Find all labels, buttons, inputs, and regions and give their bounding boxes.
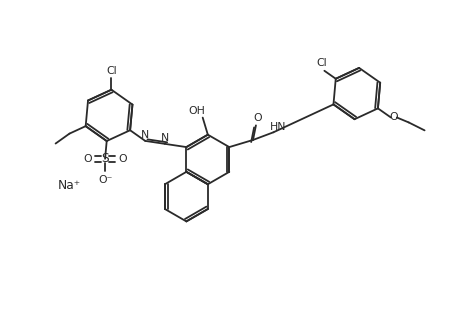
Text: Na⁺: Na⁺ bbox=[58, 179, 81, 192]
Text: OH: OH bbox=[188, 106, 205, 116]
Text: O: O bbox=[389, 113, 398, 123]
Text: O: O bbox=[119, 154, 127, 164]
Text: S: S bbox=[101, 152, 109, 165]
Text: HN: HN bbox=[270, 122, 287, 132]
Text: Cl: Cl bbox=[316, 58, 327, 68]
Text: O: O bbox=[253, 114, 262, 123]
Text: Cl: Cl bbox=[106, 66, 117, 76]
Text: O: O bbox=[83, 154, 91, 164]
Text: N: N bbox=[141, 130, 149, 140]
Text: N: N bbox=[161, 133, 169, 143]
Text: O⁻: O⁻ bbox=[98, 174, 112, 185]
